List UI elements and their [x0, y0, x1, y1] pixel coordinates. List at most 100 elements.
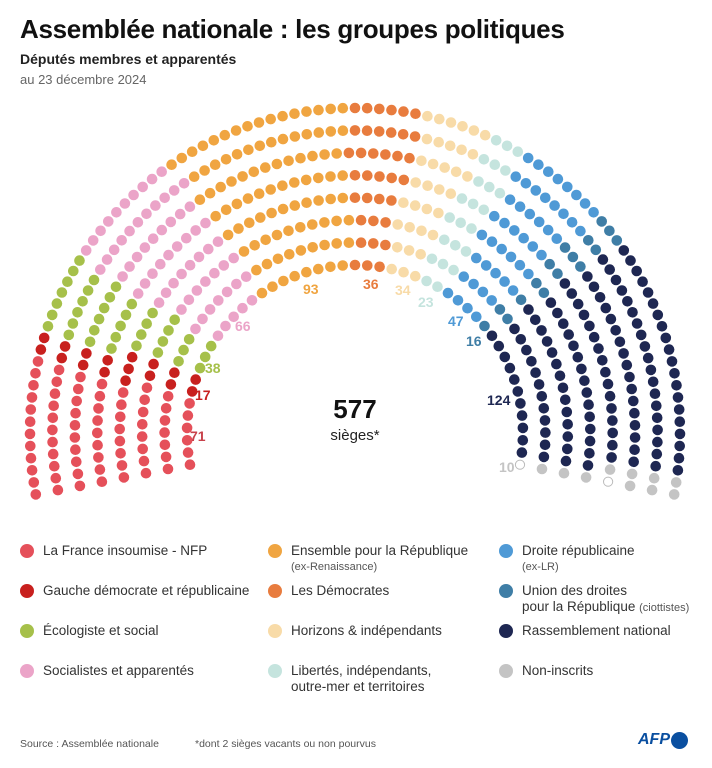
seat-10 — [539, 439, 551, 451]
seat-4 — [209, 159, 221, 170]
seat-5 — [362, 170, 373, 181]
seat-4 — [300, 174, 312, 186]
seat-10 — [584, 320, 595, 332]
seat-10 — [515, 334, 527, 345]
seat-9 — [515, 294, 527, 306]
seat-8 — [458, 271, 470, 283]
seat-10 — [512, 386, 524, 397]
seat-0 — [137, 419, 148, 430]
seat-8 — [542, 224, 554, 236]
seat-4 — [237, 171, 248, 182]
seat-10 — [628, 395, 639, 407]
seat-10 — [621, 359, 633, 371]
seat-10 — [674, 428, 686, 440]
seat-10 — [536, 325, 547, 336]
seat-0 — [25, 404, 37, 415]
seat-0 — [71, 395, 82, 407]
seat-10 — [674, 416, 686, 428]
legend-text: Rassemblement national — [522, 623, 671, 639]
seat-10 — [516, 447, 528, 458]
seat-0 — [181, 422, 193, 434]
seat-4 — [331, 238, 343, 249]
seat-4 — [277, 133, 289, 145]
seat-3 — [159, 192, 170, 204]
chart-subtitle: Députés membres et apparentés — [20, 51, 237, 67]
seat-2 — [136, 329, 147, 340]
seat-5 — [355, 214, 367, 226]
seat-3 — [163, 249, 174, 261]
seat-0 — [26, 465, 38, 476]
seat-4 — [226, 176, 237, 187]
seat-4 — [230, 125, 242, 136]
seat-6 — [415, 249, 427, 260]
seat-4 — [313, 172, 324, 184]
seat-1 — [120, 375, 131, 387]
total-seats-label: sièges* — [330, 427, 380, 444]
seat-0 — [73, 383, 84, 395]
seat-3 — [221, 286, 233, 298]
seat-4 — [284, 249, 295, 260]
seat-5 — [386, 195, 397, 206]
seat-10 — [672, 465, 684, 476]
seat-3 — [191, 285, 203, 296]
seat-3 — [228, 311, 239, 323]
seat-0 — [47, 436, 58, 448]
seat-0 — [75, 371, 86, 383]
seat-0 — [92, 427, 103, 439]
seat-10 — [610, 325, 621, 336]
vacant-seat — [603, 476, 614, 487]
legend-label: Non-inscrits — [522, 663, 594, 678]
seat-5 — [355, 237, 367, 248]
seat-5 — [410, 108, 421, 119]
seat-2 — [141, 318, 152, 330]
seat-4 — [199, 165, 210, 176]
seat-2 — [169, 314, 180, 326]
seat-10 — [642, 287, 654, 298]
seat-8 — [514, 201, 526, 212]
seat-7 — [421, 275, 432, 287]
seat-3 — [176, 304, 187, 315]
seat-0 — [117, 387, 129, 398]
legend-text: Les Démocrates — [291, 583, 389, 599]
seat-4 — [319, 239, 330, 251]
seat-4 — [301, 129, 313, 140]
seat-10 — [493, 340, 505, 352]
seat-4 — [254, 140, 266, 152]
legend-text: Union des droites pour la République (cio… — [522, 583, 689, 616]
legend-item: Gauche démocrate et républicaine — [20, 583, 249, 599]
seat-1 — [190, 374, 201, 385]
footnote: *dont 2 sièges vacants ou non pourvus — [195, 738, 376, 750]
seat-6 — [416, 225, 427, 237]
seat-8 — [514, 259, 526, 271]
seat-1 — [81, 348, 92, 359]
seat-4 — [319, 149, 330, 160]
seat-5 — [398, 106, 409, 117]
seat-6 — [445, 188, 457, 199]
seat-4 — [253, 188, 265, 199]
seat-9 — [538, 287, 550, 299]
total-seats: 577 — [333, 394, 377, 424]
seat-7 — [494, 187, 506, 199]
seat-6 — [479, 129, 491, 141]
seat-0 — [49, 460, 60, 472]
legend-label: Ensemble pour la République — [291, 543, 469, 558]
seat-8 — [505, 251, 517, 263]
seat-4 — [197, 140, 209, 152]
seat-2 — [163, 325, 174, 336]
seat-5 — [374, 103, 385, 115]
seat-7 — [426, 253, 438, 265]
seat-0 — [182, 410, 194, 421]
seat-2 — [68, 265, 79, 277]
seat-6 — [410, 177, 422, 188]
seat-0 — [24, 428, 36, 440]
seat-10 — [541, 336, 553, 347]
seat-8 — [496, 243, 508, 255]
seat-0 — [69, 420, 81, 431]
seat-6 — [457, 121, 468, 132]
seat-0 — [182, 447, 194, 458]
seat-10 — [576, 363, 587, 375]
seat-9 — [604, 225, 615, 237]
seat-3 — [204, 304, 216, 315]
seat-8 — [523, 268, 534, 280]
